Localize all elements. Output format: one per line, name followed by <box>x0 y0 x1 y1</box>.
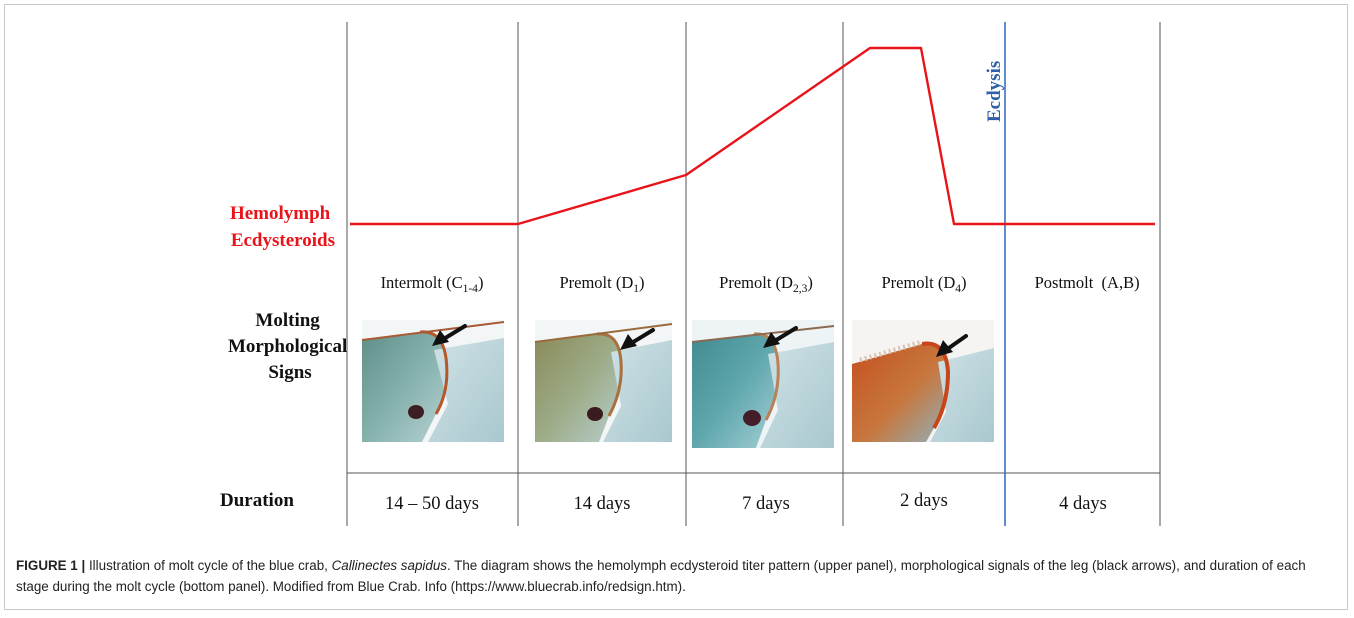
stage-durations: 14 – 50 days 14 days 7 days 2 days 4 day… <box>385 491 1107 514</box>
stage-name-premolt-d23: Premolt (D2,3) <box>719 273 813 295</box>
species-name: Callinectes sapidus <box>331 558 447 573</box>
stage-subscript: 4 <box>955 283 961 295</box>
caption-text-after: . The diagram shows the hemolymph ecdyst… <box>16 558 1306 594</box>
duration-label: Duration <box>220 490 294 511</box>
figure-label: FIGURE 1 | <box>16 558 86 573</box>
duration-intermolt: 14 – 50 days <box>385 494 479 514</box>
arrow-icon-premolt-d1 <box>620 328 655 350</box>
leg-photo-premolt-d4 <box>852 320 994 442</box>
leg-photo-premolt-d23 <box>691 320 835 448</box>
stage-name-postmolt: Postmolt (A,B) <box>1006 273 1160 292</box>
arrow-icon-premolt-d23 <box>763 326 798 348</box>
morph-label-line-2: Morphological <box>228 336 347 357</box>
figure-frame <box>4 4 1348 610</box>
stage-close: ) <box>639 273 645 292</box>
morph-sign-arrows <box>432 324 968 357</box>
morph-label-line-1: Molting <box>255 310 320 331</box>
duration-premolt-d4: 2 days <box>900 491 948 511</box>
morph-label-line-3: Signs <box>268 362 311 383</box>
stage-name-text: Postmolt (A,B) <box>1035 273 1140 292</box>
stage-grid <box>346 22 1161 526</box>
stage-close: ) <box>961 273 967 292</box>
stage-name-text: Intermolt (C <box>381 273 463 292</box>
stage-names: Intermolt (C1-4) Premolt (D1) Premolt (D… <box>381 273 1160 295</box>
stage-name-premolt-d1: Premolt (D1) <box>559 273 644 295</box>
arrow-icon-intermolt <box>432 324 467 346</box>
stage-name-text: Premolt (D <box>559 273 633 292</box>
hemolymph-label-line-1: Hemolymph <box>230 203 331 224</box>
caption-text-before: Illustration of molt cycle of the blue c… <box>85 558 332 573</box>
duration-premolt-d1: 14 days <box>573 494 630 514</box>
stage-subscript: 2,3 <box>793 283 808 295</box>
hemolymph-label: Hemolymph Ecdysteroids <box>230 203 335 251</box>
figure-caption: FIGURE 1 | Illustration of molt cycle of… <box>16 555 1336 597</box>
ecdysis-label: Ecdysis <box>984 61 1005 122</box>
leg-photo-intermolt <box>361 320 505 442</box>
leg-photo-premolt-d1 <box>534 320 673 442</box>
hemolymph-titer-line <box>350 46 1155 226</box>
molt-cycle-diagram: Ecdysis Hemolymph Ecdysteroids Molting M… <box>220 22 1161 526</box>
stage-name-premolt-d4: Premolt (D4) <box>881 273 966 295</box>
morph-signs-label: Molting Morphological Signs <box>228 310 352 383</box>
duration-postmolt: 4 days <box>1059 494 1107 514</box>
duration-premolt-d23: 7 days <box>742 494 790 514</box>
stage-subscript: 1 <box>633 283 639 295</box>
stage-subscript: 1-4 <box>463 283 479 295</box>
stage-name-intermolt: Intermolt (C1-4) <box>381 273 484 295</box>
arrow-icon-premolt-d4 <box>936 334 968 357</box>
stage-name-text: Premolt (D <box>719 273 793 292</box>
stage-close: ) <box>478 273 484 292</box>
hemolymph-label-line-2: Ecdysteroids <box>231 230 335 251</box>
stage-name-text: Premolt (D <box>881 273 955 292</box>
stage-close: ) <box>807 273 813 292</box>
